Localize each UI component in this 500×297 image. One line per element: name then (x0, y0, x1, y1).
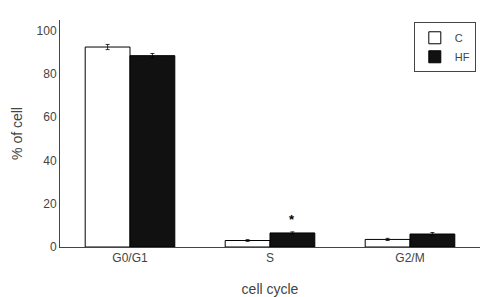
svg-text:% of cell: % of cell (9, 107, 25, 160)
svg-text:100: 100 (37, 24, 57, 38)
svg-text:60: 60 (43, 110, 57, 124)
svg-text:S: S (266, 251, 274, 265)
svg-text:cell cycle: cell cycle (242, 281, 299, 297)
svg-text:*: * (289, 212, 295, 227)
svg-text:HF: HF (455, 51, 470, 63)
svg-text:G0/G1: G0/G1 (112, 251, 148, 265)
svg-text:0: 0 (50, 240, 57, 254)
svg-text:80: 80 (43, 67, 57, 81)
svg-text:40: 40 (43, 154, 57, 168)
svg-text:G2/M: G2/M (395, 251, 424, 265)
svg-text:20: 20 (43, 197, 57, 211)
svg-text:C: C (455, 32, 463, 44)
